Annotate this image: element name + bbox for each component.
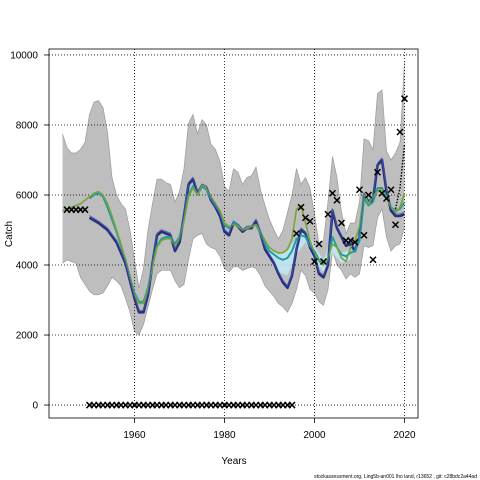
observed-point [355, 186, 364, 194]
observed-point [297, 203, 305, 211]
observed-point-stroke [382, 194, 391, 203]
observed-point [364, 191, 373, 199]
observed-point [360, 231, 368, 239]
observed-point [382, 194, 391, 203]
y-tick-label: 8000 [16, 120, 39, 131]
x-tick-label: 2000 [303, 430, 326, 441]
y-axis: 0 2000 4000 6000 8000 10000 [10, 50, 49, 412]
x-tick-label: 1960 [123, 430, 146, 441]
band-upper-edge [62, 61, 405, 288]
x-tick-label: 1980 [213, 430, 236, 441]
observed-point-stroke [387, 186, 395, 194]
x-axis: 1960 1980 2000 2020 [123, 418, 416, 441]
observed-point [306, 217, 314, 225]
confidence-band [62, 61, 405, 336]
observed-point [391, 221, 400, 229]
observed-point-stroke [360, 231, 368, 239]
observed-point-stroke [288, 401, 296, 409]
footnote: stockassessment.org, Ling5b-an001 Iho la… [314, 474, 477, 480]
y-tick-label: 10000 [10, 50, 38, 61]
observed-point [292, 229, 301, 238]
observed-point [324, 210, 332, 218]
observed-point [337, 219, 346, 227]
observed-point-stroke [301, 214, 310, 222]
observed-point-stroke [306, 217, 314, 225]
observed-point [81, 206, 89, 214]
observed-point-stroke [396, 128, 404, 136]
observed-point [373, 168, 382, 176]
observed-point [351, 238, 359, 246]
observed-point-stroke [315, 240, 323, 248]
observed-point-stroke [373, 168, 382, 176]
observed-point-stroke [333, 196, 341, 204]
observed-point-stroke [351, 238, 359, 246]
observed-point [400, 95, 409, 103]
observed-point [328, 189, 337, 197]
y-tick-label: 6000 [16, 190, 39, 201]
observed-point-stroke [355, 186, 364, 194]
observed-point-stroke [292, 229, 301, 238]
observed-point-stroke [328, 189, 337, 197]
observed-point [369, 256, 377, 264]
observed-point-stroke [319, 257, 328, 266]
observed-point-stroke [391, 221, 400, 229]
series-lines [62, 157, 406, 314]
observed-point-stroke [81, 206, 89, 214]
observed-point-stroke [378, 189, 386, 197]
y-tick-label: 4000 [16, 261, 39, 272]
band-lower-edge [62, 207, 405, 336]
y-tick-label: 2000 [16, 331, 39, 342]
observed-point [319, 257, 328, 266]
observed-point [315, 240, 323, 248]
x-axis-title: Years [221, 456, 246, 467]
observed-point-stroke [369, 256, 377, 264]
observed-point-stroke [310, 257, 319, 266]
observed-point [396, 128, 404, 136]
observed-point [387, 186, 395, 194]
observed-point-stroke [346, 236, 355, 245]
projection-line [394, 144, 406, 210]
observed-point-stroke [337, 219, 346, 227]
observed-point [310, 257, 319, 266]
observed-point [288, 401, 296, 409]
observed-point-stroke [364, 191, 373, 199]
observed-point-stroke [297, 203, 305, 211]
observed-points [63, 95, 409, 409]
x-tick-label: 2020 [393, 430, 416, 441]
plot-frame [48, 48, 419, 419]
observed-point [333, 196, 341, 204]
light-confidence-band [260, 228, 351, 276]
observed-point-stroke [324, 210, 332, 218]
observed-point [346, 236, 355, 245]
y-axis-title: Catch [4, 221, 15, 247]
band-area [62, 62, 405, 335]
observed-point-stroke [400, 95, 409, 103]
light-band-area [260, 228, 351, 276]
projection-line [394, 144, 406, 210]
y-tick-label: 0 [32, 401, 38, 412]
series-line-blue [89, 157, 405, 311]
